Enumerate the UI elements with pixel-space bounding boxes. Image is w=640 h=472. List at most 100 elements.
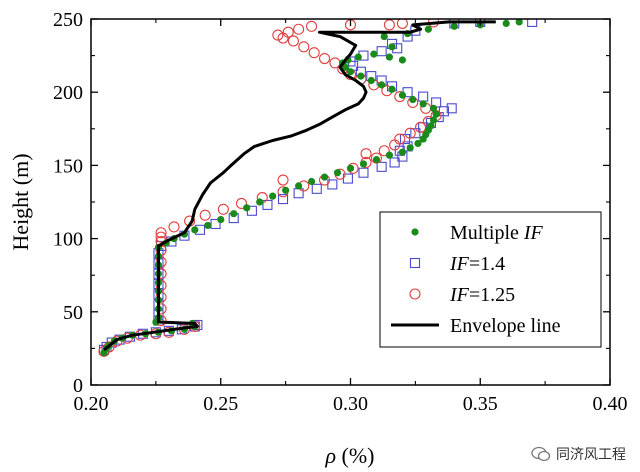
data-point <box>385 151 394 159</box>
data-point <box>155 231 167 243</box>
y-tick-label: 200 <box>53 82 83 104</box>
data-point <box>432 110 440 118</box>
x-tick-label: 0.30 <box>333 393 368 415</box>
data-point <box>419 100 427 108</box>
data-point <box>262 199 273 210</box>
data-point <box>398 56 406 64</box>
legend-label-italic: IF <box>449 284 470 306</box>
data-point <box>527 19 538 27</box>
data-point <box>293 23 305 35</box>
data-point <box>450 22 458 30</box>
data-point <box>235 197 248 210</box>
data-point <box>346 164 355 172</box>
data-point <box>230 210 238 218</box>
data-point <box>217 215 225 224</box>
data-point <box>378 81 386 89</box>
data-point <box>383 19 395 31</box>
y-axis-label: Height (m) <box>8 153 33 250</box>
data-point <box>329 57 341 69</box>
data-point <box>168 221 180 233</box>
legend-label: Multiple IF <box>450 222 544 244</box>
data-point <box>357 72 365 80</box>
data-point <box>306 20 318 32</box>
x-tick-label: 0.35 <box>463 393 498 415</box>
x-tick-label: 0.20 <box>74 393 109 415</box>
data-point <box>346 68 355 76</box>
data-point <box>269 192 277 200</box>
data-point <box>287 35 299 47</box>
data-point <box>424 25 432 33</box>
data-point <box>272 29 284 41</box>
y-tick-label: 150 <box>53 155 83 177</box>
series-envelope-line <box>103 20 496 352</box>
data-point <box>389 139 401 151</box>
data-point <box>414 139 422 148</box>
legend-symbol <box>411 228 419 236</box>
data-point <box>359 160 368 168</box>
data-point <box>385 53 394 61</box>
data-point <box>199 209 211 221</box>
data-point <box>320 173 329 181</box>
data-point <box>282 26 294 38</box>
data-point <box>204 221 212 230</box>
envelope-line <box>103 20 496 352</box>
data-point <box>308 47 320 59</box>
data-point <box>388 85 396 93</box>
legend-label: IF=1.25 <box>449 284 515 306</box>
data-point <box>311 183 322 194</box>
wechat-icon <box>531 446 551 462</box>
legend-label-text: Multiple <box>450 222 524 244</box>
data-point <box>318 52 331 65</box>
legend-label-text: Envelope line <box>450 315 561 337</box>
data-point <box>409 95 417 104</box>
legend-label-rest: =1.25 <box>469 284 515 306</box>
data-point <box>418 91 429 102</box>
x-axis-symbol: ρ <box>324 443 336 468</box>
data-point <box>404 127 416 139</box>
y-tick-label: 50 <box>63 302 83 324</box>
y-tick-label: 250 <box>53 9 83 31</box>
data-point <box>217 203 229 215</box>
legend-symbol <box>409 288 421 300</box>
data-point <box>427 122 435 130</box>
data-point <box>380 32 388 41</box>
watermark-text: 同济风工程 <box>556 447 626 463</box>
legend-label: Envelope line <box>450 315 561 337</box>
data-point <box>378 145 390 157</box>
data-point <box>243 204 251 212</box>
data-point <box>354 53 362 61</box>
data-point <box>502 19 510 27</box>
data-point <box>277 174 289 186</box>
data-point <box>376 46 387 57</box>
data-point <box>515 19 523 26</box>
data-point <box>388 43 396 51</box>
data-point <box>376 161 387 172</box>
legend-label-italic: IF <box>523 222 544 244</box>
data-point <box>360 148 372 160</box>
data-point <box>295 182 303 190</box>
data-point <box>398 148 406 156</box>
data-point <box>333 169 342 177</box>
x-tick-label: 0.25 <box>203 393 238 415</box>
legend-label: IF=1.4 <box>449 253 505 275</box>
y-tick-label: 100 <box>53 229 83 251</box>
data-point <box>277 194 289 205</box>
data-point <box>389 157 400 168</box>
y-tick-label: 0 <box>73 375 83 397</box>
data-point <box>298 41 310 53</box>
data-point <box>396 19 408 29</box>
x-tick-label: 0.40 <box>593 393 628 415</box>
legend-symbol <box>409 257 421 269</box>
data-point <box>394 133 406 145</box>
data-point <box>256 198 264 206</box>
x-axis-unit: (%) <box>336 443 374 468</box>
data-point <box>370 50 378 58</box>
data-point <box>307 177 316 186</box>
legend-label-italic: IF <box>449 253 470 275</box>
data-point <box>282 186 290 194</box>
data-point <box>358 167 369 178</box>
data-point <box>191 226 199 234</box>
watermark: 同济风工程 <box>531 444 626 464</box>
data-point <box>155 227 167 239</box>
